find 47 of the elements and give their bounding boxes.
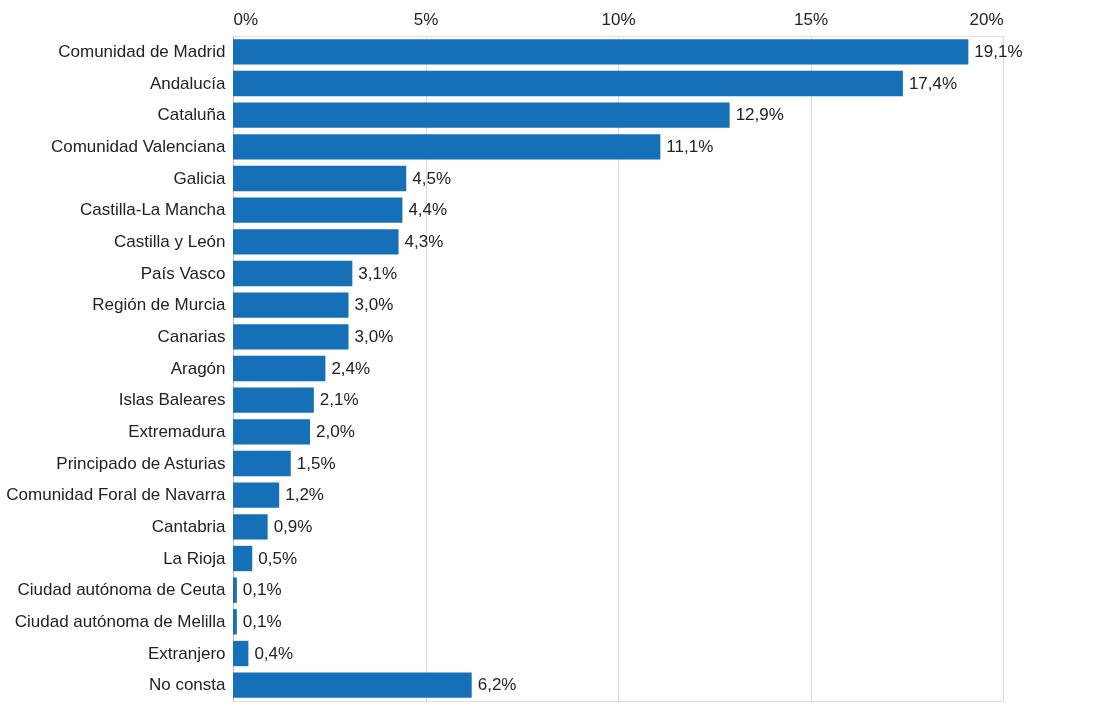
data-label: 0,4% [254, 643, 294, 663]
x-tick-label: 5% [413, 9, 439, 29]
y-tick-label: Comunidad Valenciana [50, 136, 227, 156]
y-tick-label: País Vasco [140, 263, 226, 283]
data-label: 0,1% [242, 611, 282, 631]
data-label: 3,0% [354, 326, 394, 346]
data-label: 1,5% [296, 453, 336, 473]
data-label: 3,0% [354, 295, 394, 315]
data-label: 19,1% [974, 41, 1023, 61]
data-label: 4,3% [404, 231, 444, 251]
y-tick-label: Extremadura [128, 421, 227, 441]
y-tick-label: Extranjero [148, 643, 226, 663]
data-label: 4,5% [412, 168, 451, 188]
data-label: 0,5% [258, 548, 297, 568]
data-label: 0,9% [273, 516, 313, 536]
data-label: 1,2% [285, 485, 324, 505]
data-label: 3,1% [358, 263, 398, 283]
x-tick-label: 10% [601, 9, 636, 29]
y-tick-label: Cantabria [151, 516, 227, 536]
y-tick-label: Aragón [170, 358, 226, 378]
y-tick-label: Comunidad Foral de Navarra [6, 485, 227, 505]
data-label: 6,2% [477, 675, 517, 695]
data-label: 2,0% [316, 421, 355, 441]
x-tick-label: 15% [793, 9, 829, 29]
x-tick-label: 20% [969, 9, 1004, 29]
y-tick-label: Región de Murcia [92, 295, 227, 315]
data-label: 0,1% [242, 580, 282, 600]
data-label: 4,4% [408, 200, 448, 220]
y-tick-label: Principado de Asturias [56, 453, 226, 473]
data-label: 11,1% [666, 136, 714, 156]
y-tick-label: Islas Baleares [118, 390, 226, 410]
y-tick-label: Comunidad de Madrid [58, 41, 226, 61]
data-label: 17,4% [908, 73, 958, 93]
y-tick-label: Andalucía [149, 73, 227, 93]
y-tick-label: Castilla y León [113, 231, 226, 251]
y-tick-label: No consta [148, 675, 227, 695]
data-label: 2,4% [331, 358, 371, 378]
x-tick-label: 0% [233, 9, 259, 29]
y-tick-label: Cataluña [157, 105, 227, 125]
data-label: 2,1% [319, 390, 359, 410]
y-tick-label: Canarias [157, 326, 226, 346]
y-tick-label: Galicia [173, 168, 227, 188]
y-tick-label: Ciudad autónoma de Ceuta [17, 580, 227, 600]
y-tick-label: La Rioja [163, 548, 227, 568]
data-label: 12,9% [735, 105, 784, 125]
y-tick-label: Ciudad autónoma de Melilla [14, 611, 227, 631]
y-tick-label: Castilla-La Mancha [79, 200, 227, 220]
